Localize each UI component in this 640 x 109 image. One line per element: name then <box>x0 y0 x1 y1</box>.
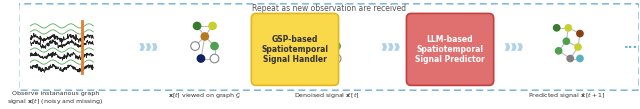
Text: Denoised signal $\hat{\mathbf{x}}\,[t]$: Denoised signal $\hat{\mathbf{x}}\,[t]$ <box>294 91 360 101</box>
Circle shape <box>332 54 341 63</box>
Circle shape <box>208 22 217 30</box>
Polygon shape <box>146 43 151 51</box>
Circle shape <box>563 37 570 45</box>
Polygon shape <box>511 43 516 51</box>
Circle shape <box>576 55 584 62</box>
Circle shape <box>210 54 219 63</box>
Text: GSP-based
Spatiotemporal
Signal Handler: GSP-based Spatiotemporal Signal Handler <box>262 35 328 64</box>
Circle shape <box>330 22 339 30</box>
Text: $\mathbf{x}[t]$ viewed on graph $\mathcal{G}$: $\mathbf{x}[t]$ viewed on graph $\mathca… <box>168 91 241 100</box>
Circle shape <box>191 42 200 50</box>
Circle shape <box>196 54 205 63</box>
Polygon shape <box>260 43 265 51</box>
Text: ···: ··· <box>624 41 639 54</box>
Circle shape <box>323 32 332 41</box>
Circle shape <box>574 43 582 51</box>
Circle shape <box>566 55 574 62</box>
Text: Observe instananous graph
signal $\mathbf{x}[t]$ (noisy and missing): Observe instananous graph signal $\mathb… <box>8 91 104 106</box>
Polygon shape <box>266 43 271 51</box>
Circle shape <box>193 22 202 30</box>
FancyBboxPatch shape <box>406 13 493 85</box>
Circle shape <box>319 54 328 63</box>
Polygon shape <box>505 43 510 51</box>
Circle shape <box>332 42 341 50</box>
Text: LLM-based
Spatiotemporal
Signal Predictor: LLM-based Spatiotemporal Signal Predicto… <box>415 35 485 64</box>
Polygon shape <box>381 43 387 51</box>
Circle shape <box>200 32 209 41</box>
Polygon shape <box>272 43 278 51</box>
Circle shape <box>576 30 584 37</box>
Text: Repeat as new observation are received: Repeat as new observation are received <box>252 4 406 13</box>
Circle shape <box>313 42 322 50</box>
Circle shape <box>210 42 219 50</box>
Polygon shape <box>394 43 400 51</box>
Circle shape <box>553 24 561 32</box>
Circle shape <box>564 24 572 32</box>
FancyBboxPatch shape <box>252 13 339 85</box>
Circle shape <box>555 47 563 55</box>
Circle shape <box>315 22 324 30</box>
Polygon shape <box>152 43 157 51</box>
Polygon shape <box>388 43 394 51</box>
Polygon shape <box>140 43 145 51</box>
Polygon shape <box>517 43 523 51</box>
Text: Predicted signal $\hat{\mathbf{x}}\,[t+1]$: Predicted signal $\hat{\mathbf{x}}\,[t+1… <box>527 91 605 101</box>
